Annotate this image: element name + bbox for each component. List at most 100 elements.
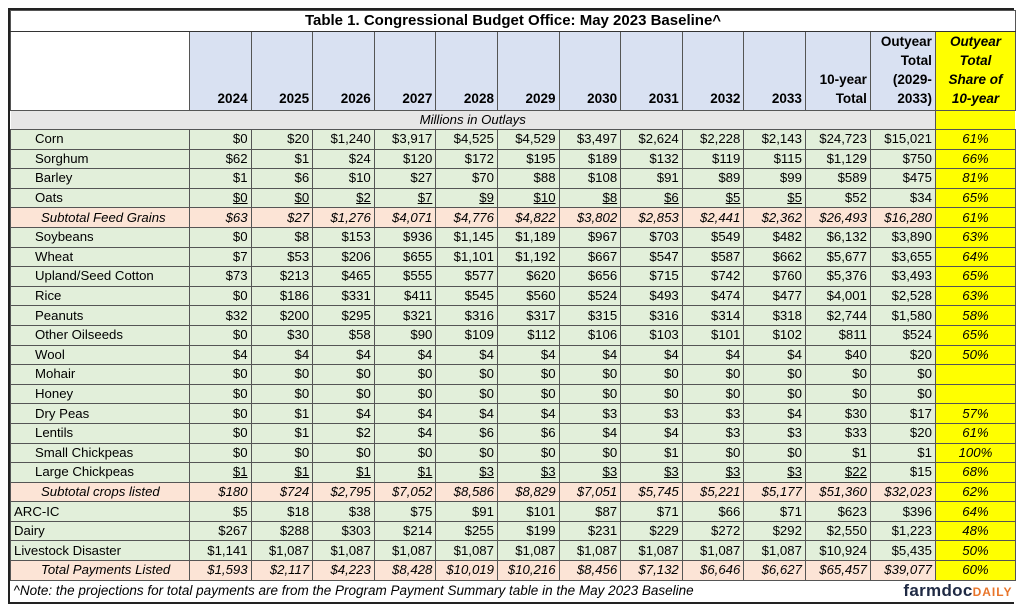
value-cell: $811 (804, 324, 871, 346)
row-label: Wool (10, 344, 190, 366)
value-cell: $10 (496, 187, 560, 209)
value-cell: $331 (312, 285, 375, 307)
row-label: Wheat (10, 246, 190, 268)
value-cell: $2,744 (804, 305, 871, 326)
value-cell: $0 (435, 442, 498, 464)
value-cell: $703 (620, 226, 683, 248)
footer-cell: ^Note: the projections for total payment… (10, 579, 1016, 602)
header-line: Total (900, 53, 932, 68)
logo-main: farmdoc (903, 580, 973, 600)
column-header-2025: 2025 (250, 31, 314, 111)
value-cell: $5,435 (869, 540, 936, 562)
value-cell: $0 (496, 364, 560, 385)
value-cell: $8,829 (496, 481, 560, 503)
value-cell: $1 (250, 403, 314, 424)
value-cell: $172 (435, 148, 498, 170)
share-cell: 64% (934, 501, 1016, 522)
value-cell: $4 (373, 422, 437, 444)
value-cell: $24 (312, 148, 375, 170)
value-cell: $0 (869, 383, 936, 405)
value-cell: $58 (312, 324, 375, 346)
value-cell: $4,529 (496, 129, 560, 150)
underlined-value: $1 (417, 464, 433, 480)
header-line: Outyear (949, 34, 1001, 49)
underlined-value: $3 (602, 464, 618, 480)
header-line: 10-year (819, 72, 867, 87)
value-cell: $316 (620, 305, 683, 326)
units-label: Millions in Outlays (10, 110, 936, 130)
value-cell: $3 (743, 422, 806, 444)
value-cell: $2,228 (681, 129, 745, 150)
share-cell: 65% (934, 266, 1016, 287)
value-cell: $303 (312, 520, 375, 542)
value-cell: $2,550 (804, 520, 871, 542)
row-label: Peanuts (10, 305, 190, 326)
value-cell: $7 (189, 246, 252, 268)
value-cell: $1,087 (435, 540, 498, 562)
value-cell: $4,525 (435, 129, 498, 150)
value-cell: $3 (620, 403, 683, 424)
row-label: Subtotal crops listed (10, 481, 190, 503)
value-cell: $1,189 (496, 226, 560, 248)
value-cell: $1 (373, 462, 437, 483)
column-header-2026: 2026 (312, 31, 375, 111)
share-cell: 100% (934, 442, 1016, 464)
value-cell: $2 (312, 187, 375, 209)
share-cell: 65% (934, 324, 1016, 346)
underlined-value: $22 (844, 464, 867, 480)
value-cell: $2,362 (743, 207, 806, 228)
value-cell: $316 (435, 305, 498, 326)
logo-accent: DAILY (972, 584, 1013, 599)
value-cell: $5 (743, 187, 806, 209)
value-cell: $91 (435, 501, 498, 522)
value-cell: $8,456 (558, 560, 622, 581)
table-row: Other Oilseeds $0 $30 $58 $90 $109 $112 $106 $10… (10, 324, 1016, 346)
value-cell: $5 (189, 501, 252, 522)
table-body: Corn $0 $20 $1,240 $3,917 $4,525 $4,529 $3,497 $… (10, 129, 1016, 581)
value-cell: $0 (620, 364, 683, 385)
value-cell: $3,493 (869, 266, 936, 287)
underlined-value: $0 (294, 190, 310, 206)
value-cell: $1,240 (312, 129, 375, 150)
value-cell: $560 (496, 285, 560, 307)
value-cell: $662 (743, 246, 806, 268)
value-cell: $2,624 (620, 129, 683, 150)
value-cell: $4 (312, 344, 375, 366)
table-row: Peanuts $32 $200 $295 $321 $316 $317 $315 $316 $3… (10, 305, 1016, 326)
value-cell: $0 (312, 442, 375, 464)
value-cell: $206 (312, 246, 375, 268)
column-header-2029: 2029 (496, 31, 560, 111)
table-title: Table 1. Congressional Budget Office: Ma… (10, 10, 1016, 32)
value-cell: $321 (373, 305, 437, 326)
value-cell: $3 (558, 462, 622, 483)
column-header-outyear-share: Outyear Total Share of 10-year (934, 31, 1016, 111)
value-cell: $6 (496, 422, 560, 444)
header-line: Total (959, 53, 992, 68)
underlined-value: $7 (417, 190, 433, 206)
value-cell: $10,216 (496, 560, 560, 581)
share-cell: 68% (934, 462, 1016, 483)
value-cell: $936 (373, 226, 437, 248)
value-cell: $656 (558, 266, 622, 287)
value-cell: $4 (620, 422, 683, 444)
value-cell: $6 (620, 187, 683, 209)
value-cell: $101 (681, 324, 745, 346)
value-cell: $1,087 (558, 540, 622, 562)
value-cell: $4,071 (373, 207, 437, 228)
value-cell: $1 (620, 442, 683, 464)
share-cell: 57% (934, 403, 1016, 424)
value-cell: $0 (435, 383, 498, 405)
underlined-value: $1 (294, 464, 310, 480)
value-cell: $482 (743, 226, 806, 248)
value-cell: $119 (681, 148, 745, 170)
value-cell: $39,077 (869, 560, 936, 581)
value-cell: $750 (869, 148, 936, 170)
value-cell: $760 (743, 266, 806, 287)
value-cell: $22 (804, 462, 871, 483)
value-cell: $7,052 (373, 481, 437, 503)
value-cell: $724 (250, 481, 314, 503)
budget-table-container: Table 1. Congressional Budget Office: Ma… (8, 8, 1016, 604)
value-cell: $109 (435, 324, 498, 346)
row-label: Dairy (10, 520, 190, 542)
value-cell: $1,129 (804, 148, 871, 170)
